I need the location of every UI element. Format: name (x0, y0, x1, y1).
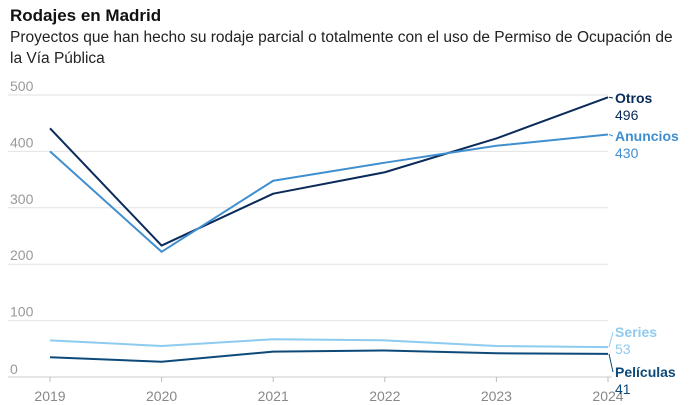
y-tick-label-200: 200 (10, 247, 34, 263)
series-label-peliculas: Películas (615, 364, 676, 380)
x-tick-label-2021: 2021 (258, 388, 289, 404)
series-line-anuncios (49, 133, 609, 253)
x-tick-label-2023: 2023 (481, 388, 512, 404)
label-leader-series (608, 331, 614, 348)
series-end-value-anuncios: 430 (615, 145, 639, 161)
y-tick-label-0: 0 (10, 361, 18, 377)
y-tick-label-400: 400 (10, 134, 34, 150)
y-tick-label-100: 100 (10, 304, 34, 320)
series-label-series: Series (615, 324, 657, 340)
chart-subtitle: Proyectos que han hecho su rodaje parcia… (10, 29, 673, 67)
chart-title: Rodajes en Madrid (10, 6, 162, 25)
x-tick-label-2020: 2020 (146, 388, 177, 404)
series-label-otros: Otros (615, 90, 653, 106)
label-leader-otros (608, 96, 614, 99)
x-tick-label-2022: 2022 (369, 388, 400, 404)
series-end-value-series: 53 (615, 341, 631, 357)
series-line-series (49, 338, 609, 349)
series-end-value-peliculas: 41 (615, 381, 631, 397)
x-tick-label-2024: 2024 (592, 388, 623, 404)
series-label-anuncios: Anuncios (615, 128, 679, 144)
series-line-peliculas (49, 349, 609, 363)
y-tick-label-300: 300 (10, 191, 34, 207)
label-leader-peliculas (608, 353, 614, 373)
series-end-value-otros: 496 (615, 107, 639, 123)
series-line-otros (49, 96, 609, 247)
x-tick-label-2019: 2019 (34, 388, 65, 404)
y-tick-label-500: 500 (10, 78, 34, 94)
label-leader-anuncios (608, 134, 614, 137)
